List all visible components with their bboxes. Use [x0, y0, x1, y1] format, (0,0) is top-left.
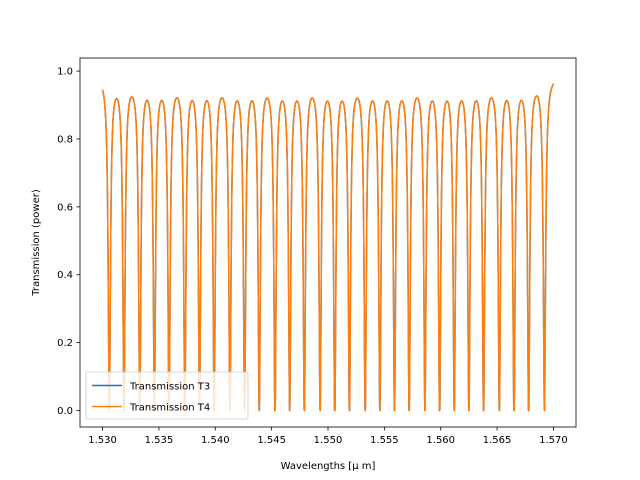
legend-label-t4: Transmission T4 [129, 403, 210, 414]
series-line-t4 [101, 83, 555, 412]
y-tick-label: 0.0 [57, 406, 73, 417]
x-tick-label: 1.530 [88, 435, 117, 446]
y-tick-label: 0.4 [57, 270, 73, 281]
x-axis-label: Wavelengths [μ m] [281, 461, 376, 472]
series-layer [101, 83, 555, 412]
y-axis: 0.0 0.2 0.4 0.6 0.8 1.0 [57, 67, 80, 417]
x-axis: 1.530 1.535 1.540 1.545 1.550 1.555 1.560 1.565… [88, 427, 568, 446]
x-tick-label: 1.555 [370, 435, 399, 446]
legend-box [85, 371, 249, 420]
y-tick-label: 0.6 [57, 202, 73, 213]
y-tick-label: 1.0 [57, 67, 73, 78]
y-tick-label: 0.8 [57, 134, 73, 145]
x-tick-label: 1.560 [426, 435, 455, 446]
plot-area [80, 58, 576, 427]
x-tick-label: 1.535 [145, 435, 174, 446]
x-tick-label: 1.565 [483, 435, 512, 446]
legend: Transmission T3 Transmission T4 [85, 371, 249, 420]
x-tick-label: 1.570 [539, 435, 568, 446]
x-tick-label: 1.545 [257, 435, 286, 446]
legend-label-t3: Transmission T3 [129, 382, 210, 393]
y-axis-label: Transmission (power) [31, 189, 42, 297]
x-tick-label: 1.550 [314, 435, 343, 446]
plot-background [80, 58, 576, 427]
x-tick-label: 1.540 [201, 435, 230, 446]
y-tick-label: 0.2 [57, 338, 73, 349]
